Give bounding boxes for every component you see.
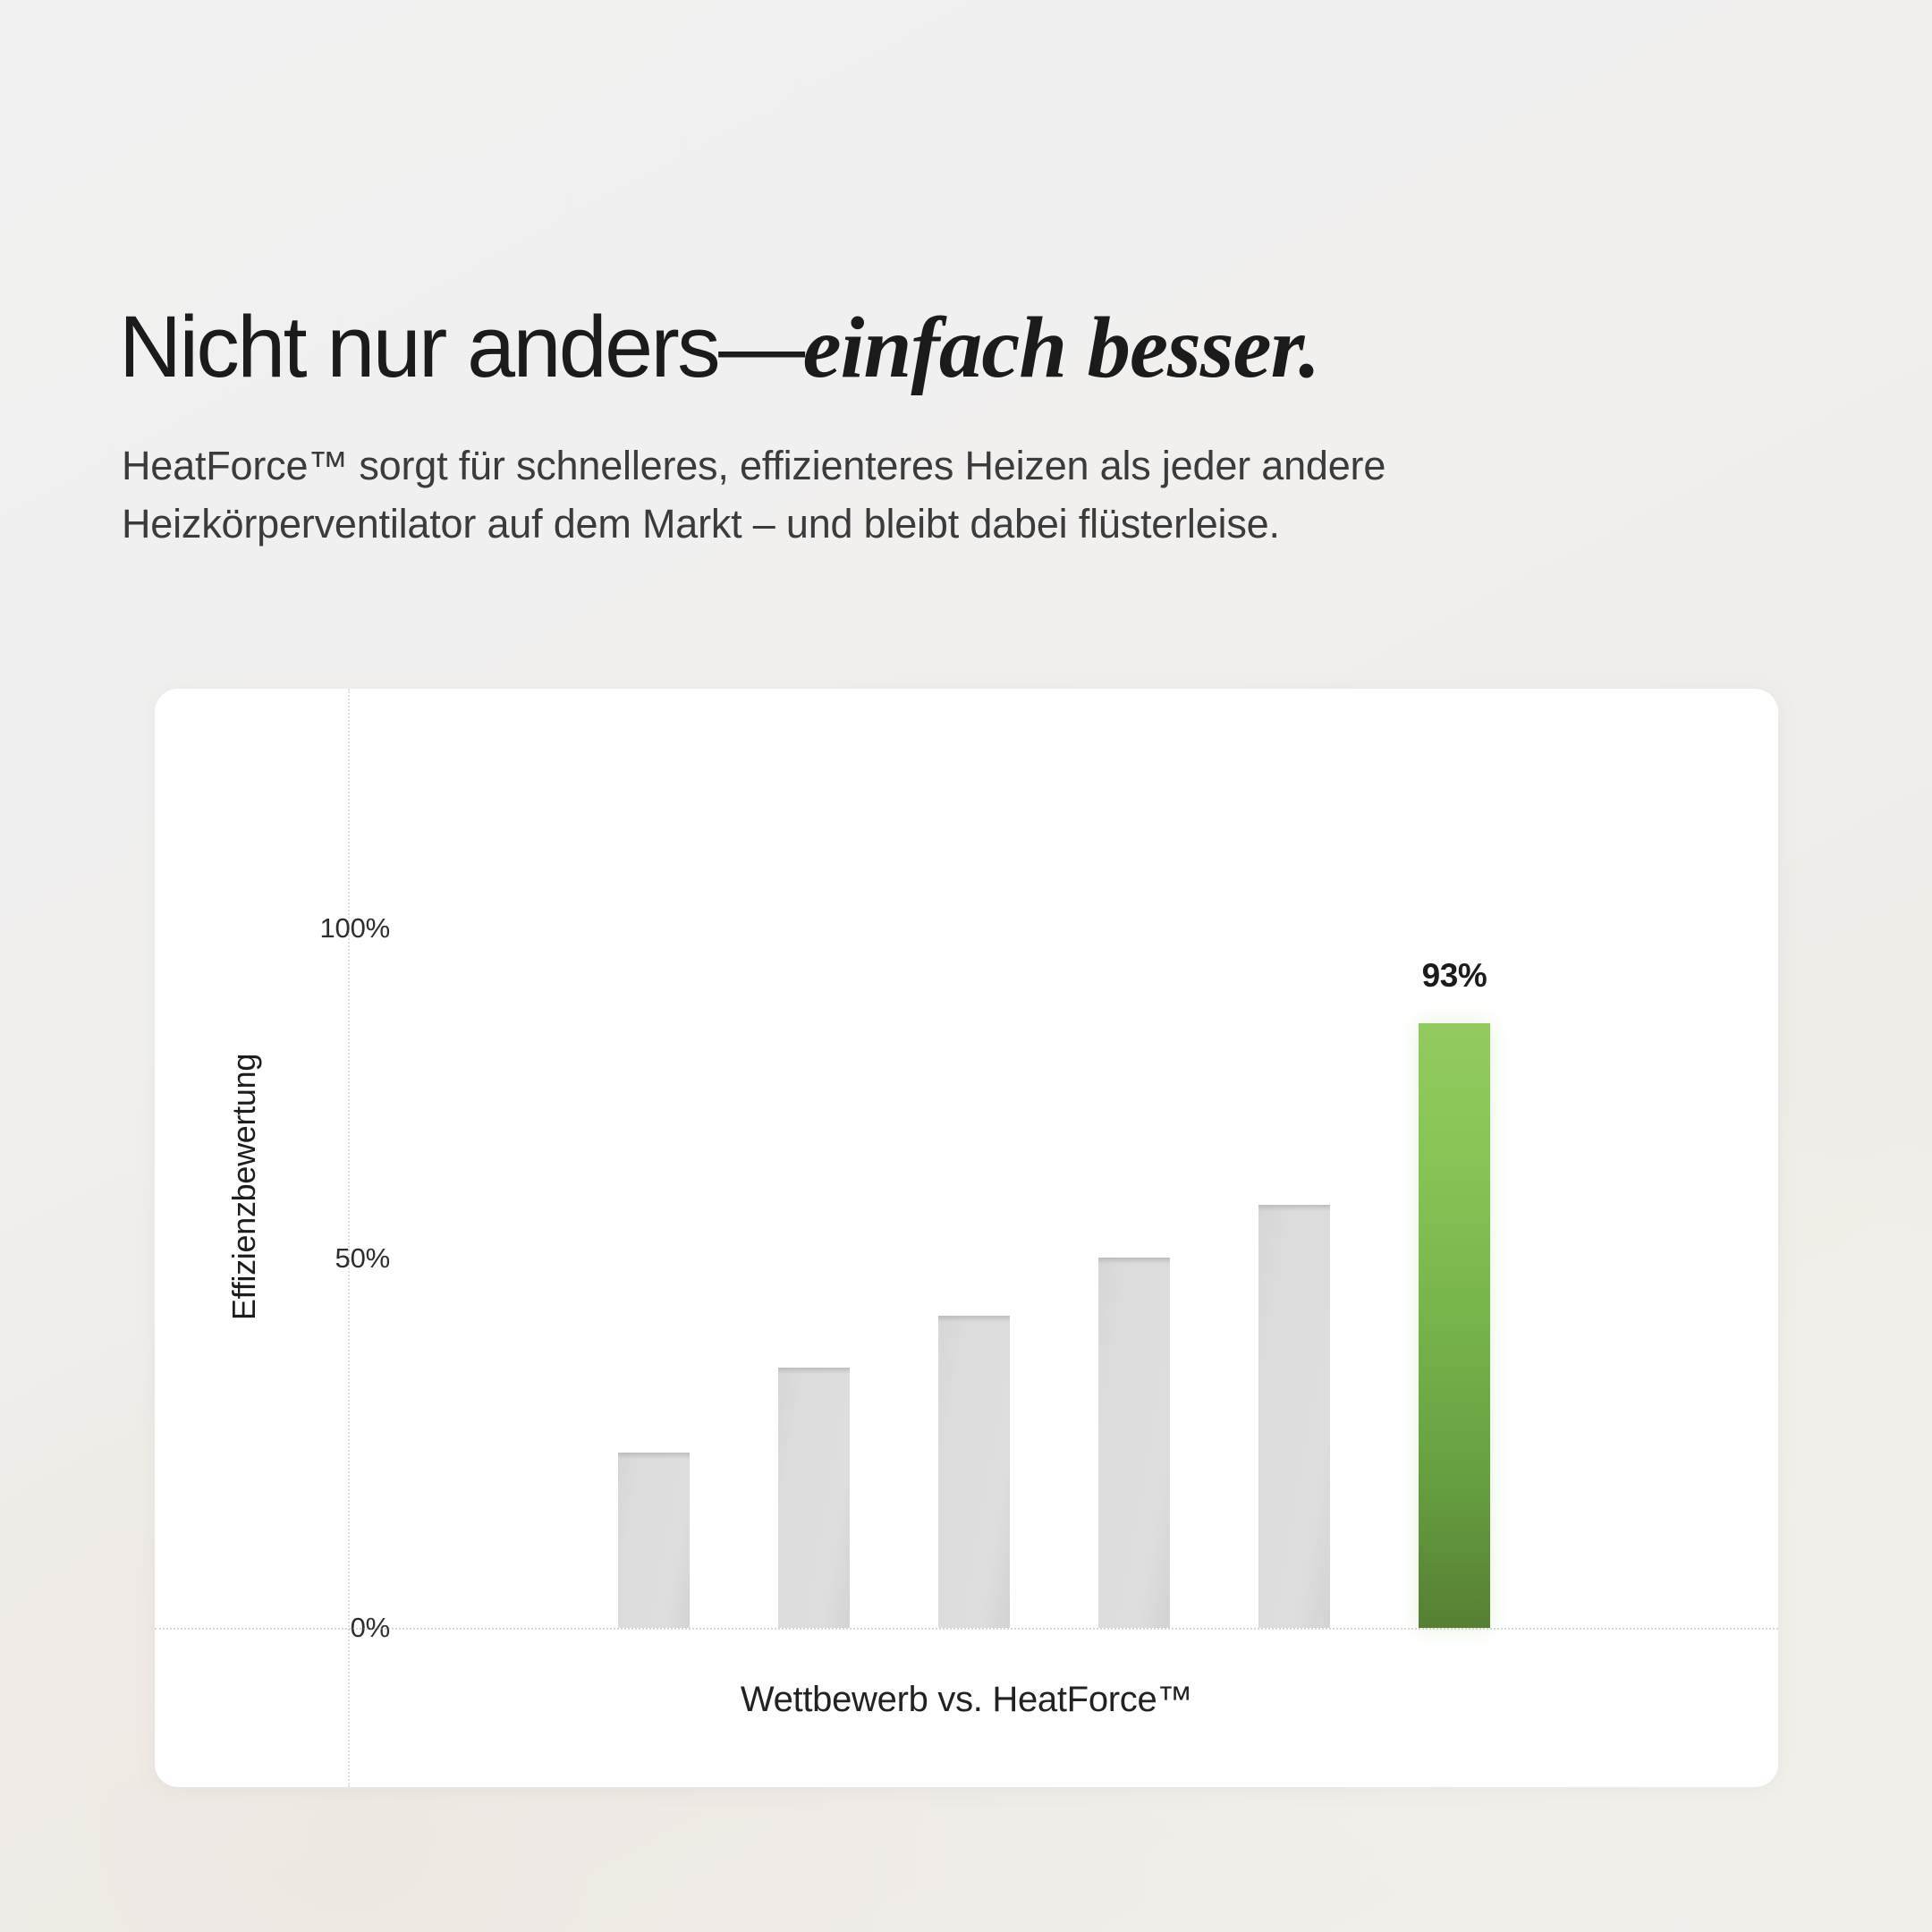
- bar-group: 93%: [155, 689, 1778, 1628]
- page-subtitle: HeatForce™ sorgt für schnelleres, effizi…: [122, 443, 1386, 547]
- bar-chart-plot: 100% 50% 0% Effizienzbewertung 93% Wettb…: [155, 689, 1778, 1787]
- y-axis-tick-50: 50%: [335, 1242, 391, 1274]
- page-title: Nicht nur anders—einfach besser.: [119, 301, 1818, 394]
- headline-regular-part: Nicht nur anders—: [119, 297, 805, 395]
- bar-value-label: 93%: [1421, 956, 1487, 994]
- bar-competitor-1[interactable]: [618, 1452, 690, 1628]
- zero-gridline: [155, 1628, 1778, 1630]
- efficiency-chart-card: 100% 50% 0% Effizienzbewertung 93% Wettb…: [155, 689, 1778, 1787]
- bar-competitor-5[interactable]: [1258, 1205, 1330, 1628]
- bar-competitor-3[interactable]: [938, 1316, 1010, 1628]
- vertical-guide-line: [348, 689, 351, 1787]
- bar-competitor-2[interactable]: [778, 1368, 850, 1628]
- x-axis-label: Wettbewerb vs. HeatForce™: [740, 1680, 1193, 1719]
- bar-competitor-4[interactable]: [1098, 1257, 1170, 1628]
- y-axis-tick-0: 0%: [350, 1612, 391, 1643]
- headline-italic-part: einfach besser.: [802, 299, 1320, 395]
- y-axis-tick-100: 100%: [319, 912, 391, 944]
- bar-heatforce[interactable]: 93%: [1419, 957, 1490, 1628]
